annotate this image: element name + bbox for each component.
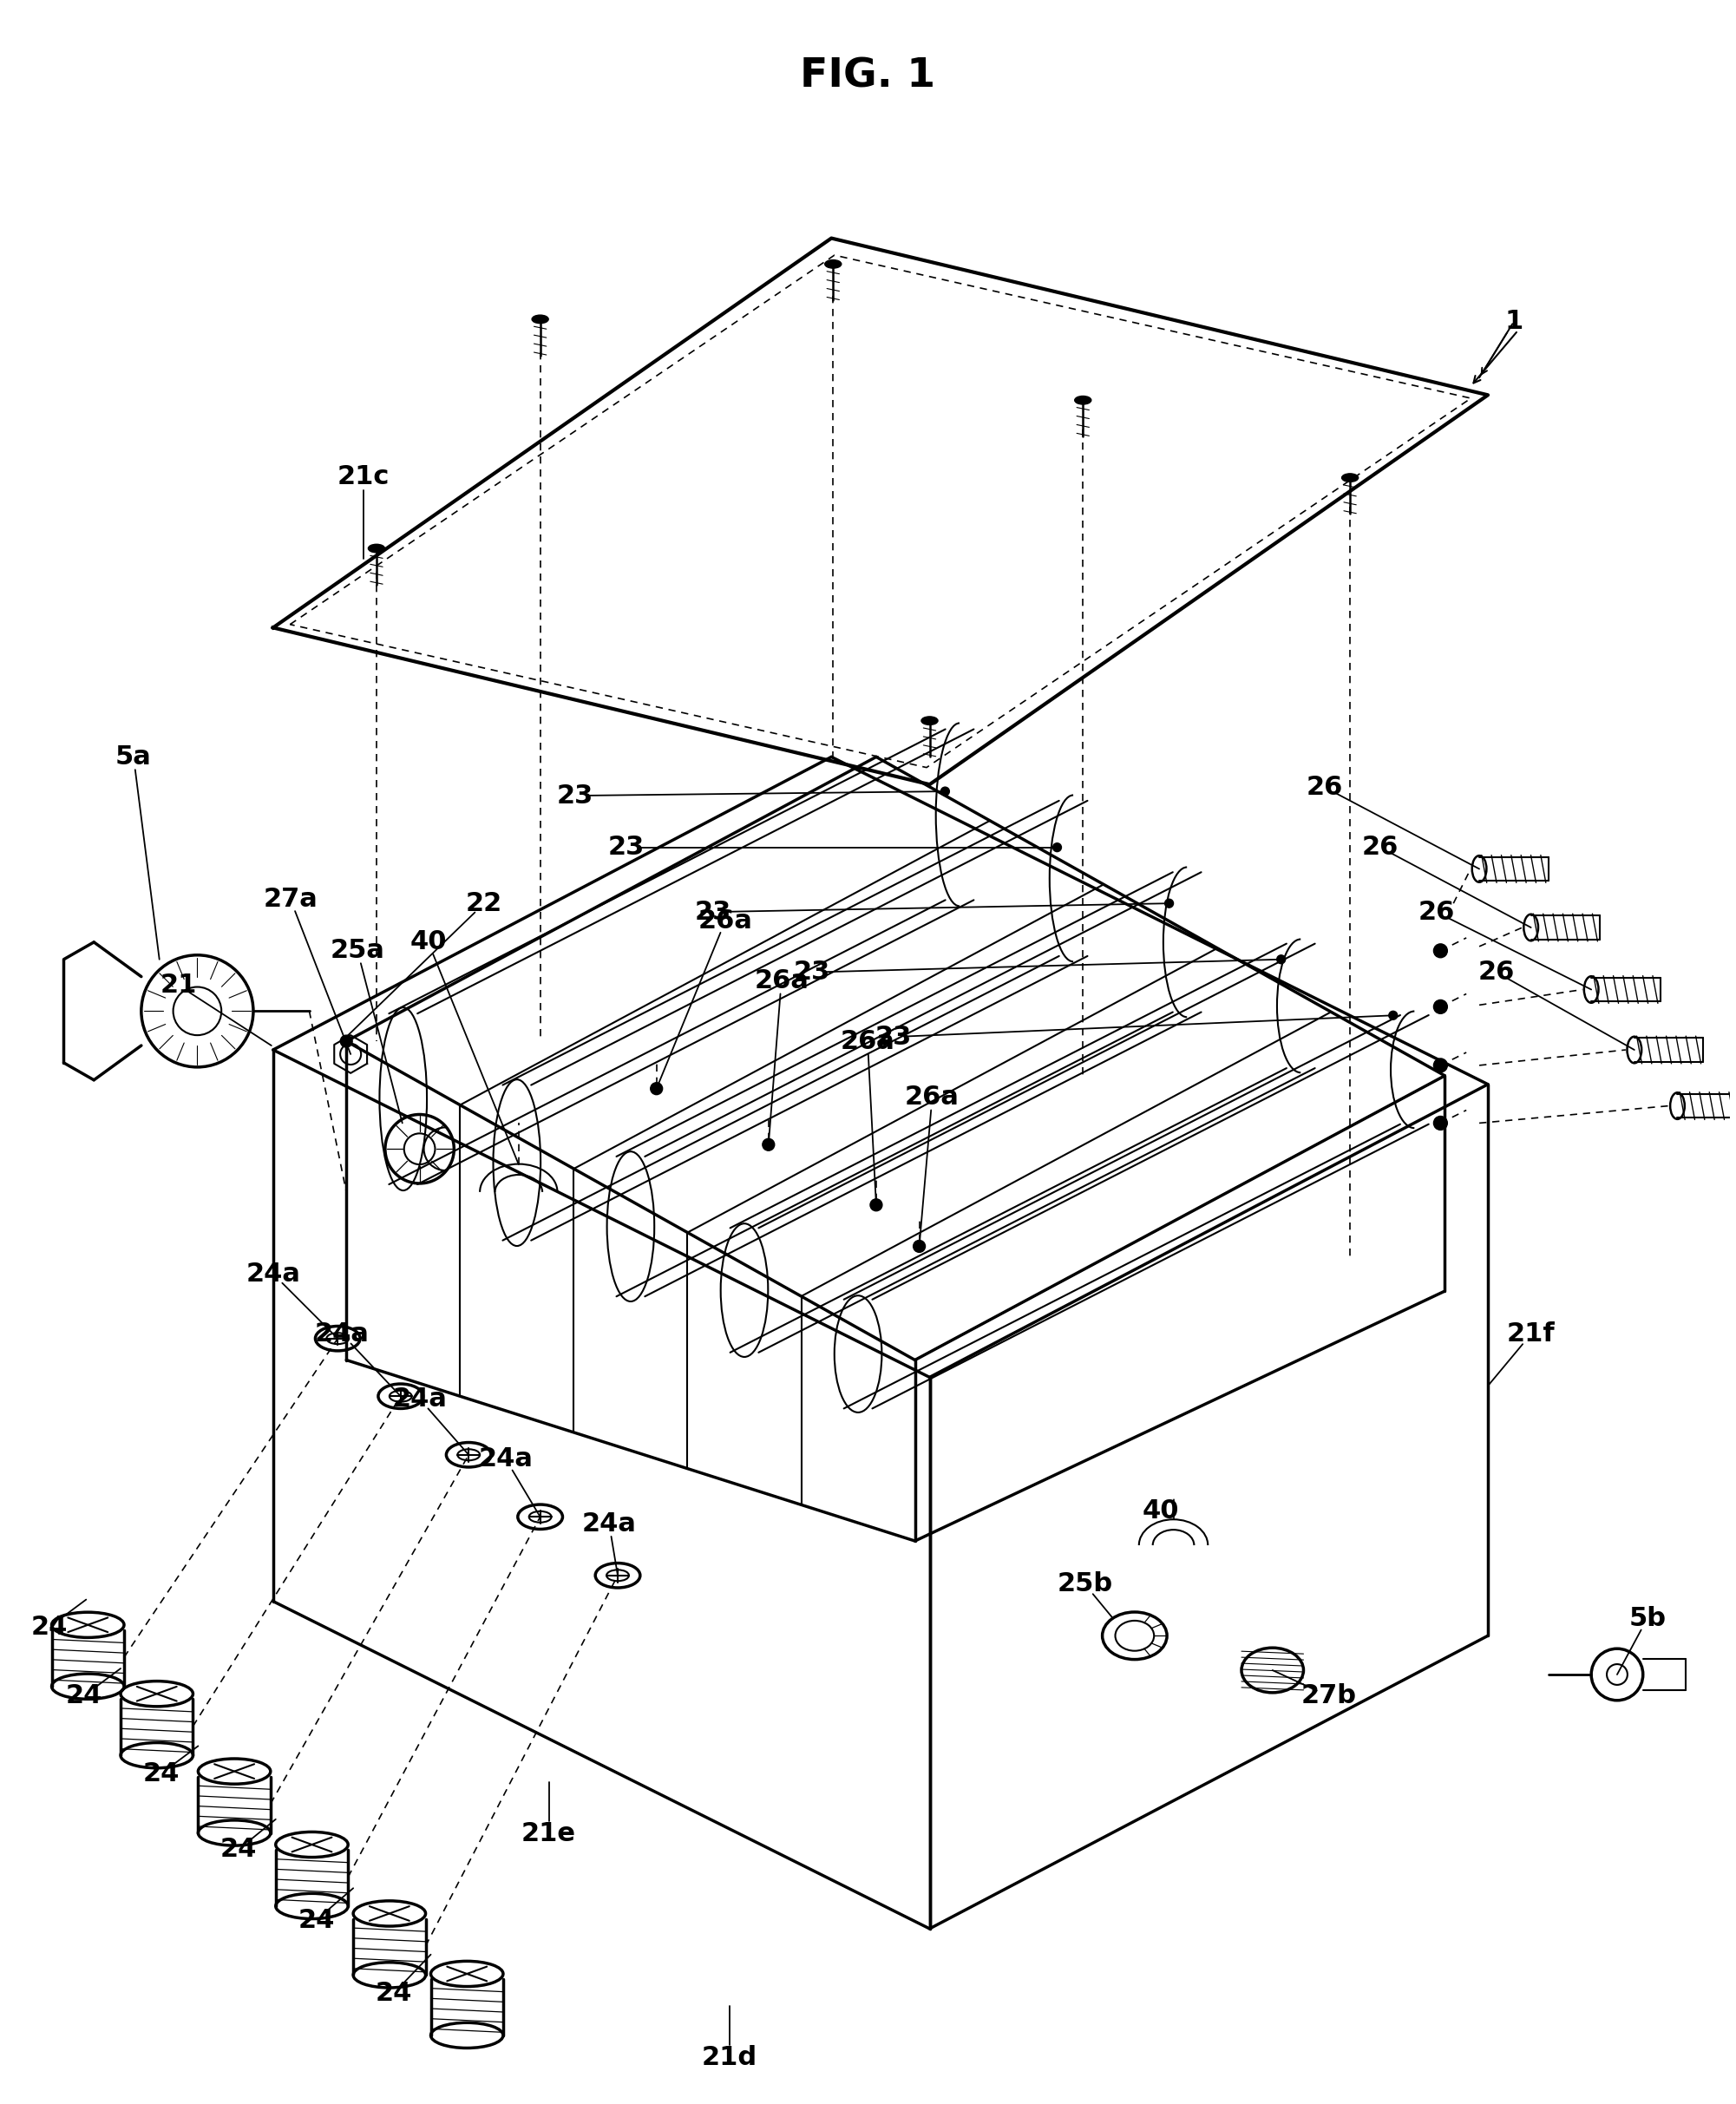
Text: 25b: 25b xyxy=(1057,1572,1113,1597)
Text: 26a: 26a xyxy=(698,909,753,934)
Text: 26a: 26a xyxy=(753,968,809,993)
Circle shape xyxy=(340,1035,352,1048)
Ellipse shape xyxy=(531,316,549,324)
Circle shape xyxy=(1165,898,1174,907)
Circle shape xyxy=(762,1138,774,1151)
Circle shape xyxy=(1052,844,1061,852)
Text: 25a: 25a xyxy=(330,938,385,964)
Text: 5a: 5a xyxy=(115,745,151,770)
Text: 24: 24 xyxy=(31,1614,68,1639)
Text: 27b: 27b xyxy=(1300,1683,1356,1708)
Text: 26a: 26a xyxy=(904,1086,960,1109)
Text: 21: 21 xyxy=(160,972,196,997)
Ellipse shape xyxy=(1075,396,1092,404)
Text: 23: 23 xyxy=(875,1025,911,1050)
Circle shape xyxy=(651,1084,663,1094)
Text: 24a: 24a xyxy=(314,1321,370,1347)
Circle shape xyxy=(913,1239,925,1252)
Text: 26: 26 xyxy=(1477,959,1516,985)
Text: 27a: 27a xyxy=(264,886,318,911)
Ellipse shape xyxy=(1342,473,1358,482)
Ellipse shape xyxy=(825,261,842,267)
Circle shape xyxy=(1434,999,1448,1014)
Text: 40: 40 xyxy=(1142,1498,1179,1523)
Text: 23: 23 xyxy=(694,898,731,924)
Ellipse shape xyxy=(368,545,385,553)
Text: 24a: 24a xyxy=(582,1511,637,1536)
Circle shape xyxy=(1434,1117,1448,1130)
Text: 24: 24 xyxy=(375,1980,411,2005)
Text: 21c: 21c xyxy=(337,465,391,490)
Text: 1: 1 xyxy=(1505,309,1522,335)
Text: 5b: 5b xyxy=(1628,1605,1667,1631)
Text: 24a: 24a xyxy=(392,1387,446,1412)
Circle shape xyxy=(1389,1012,1397,1020)
Ellipse shape xyxy=(922,717,937,726)
Text: 26: 26 xyxy=(1361,835,1399,861)
Text: 21e: 21e xyxy=(521,1822,576,1847)
Text: 24: 24 xyxy=(299,1908,335,1934)
Circle shape xyxy=(870,1199,882,1212)
Text: 21f: 21f xyxy=(1507,1321,1555,1347)
Text: 26a: 26a xyxy=(840,1029,894,1054)
Text: 40: 40 xyxy=(410,930,446,955)
Text: 26: 26 xyxy=(1418,898,1455,924)
Text: 24a: 24a xyxy=(247,1260,300,1286)
Text: FIG. 1: FIG. 1 xyxy=(800,57,936,97)
Circle shape xyxy=(1276,955,1285,964)
Text: 24: 24 xyxy=(220,1837,257,1862)
Text: 26: 26 xyxy=(1305,774,1342,800)
Text: 23: 23 xyxy=(793,959,830,985)
Text: 23: 23 xyxy=(608,835,644,861)
Circle shape xyxy=(1434,1058,1448,1073)
Text: 21d: 21d xyxy=(701,2045,757,2070)
Text: 24a: 24a xyxy=(479,1448,533,1471)
Text: 24: 24 xyxy=(66,1683,102,1708)
Circle shape xyxy=(941,787,950,795)
Circle shape xyxy=(1434,945,1448,957)
Text: 22: 22 xyxy=(465,890,502,915)
Text: 23: 23 xyxy=(556,783,594,808)
Text: 24: 24 xyxy=(142,1761,179,1786)
